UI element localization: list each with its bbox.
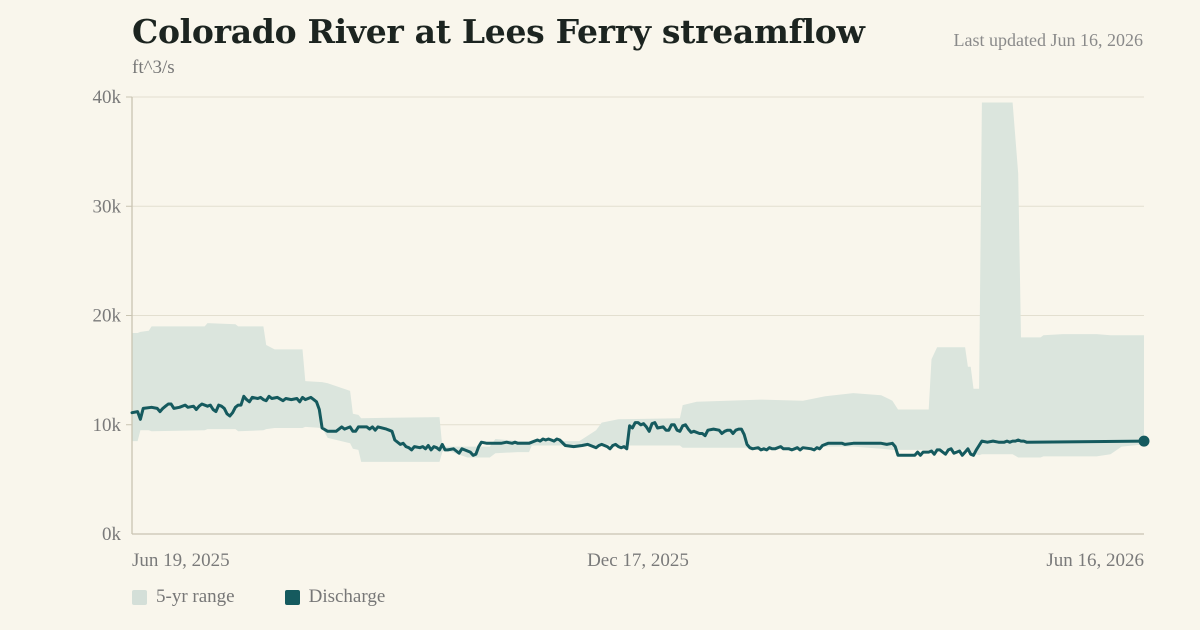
y-tick-label: 20k: [93, 306, 122, 327]
legend: 5-yr range Discharge: [132, 586, 385, 608]
five-year-range-band: [132, 102, 1144, 462]
legend-item-range: 5-yr range: [132, 586, 235, 608]
y-tick-label: 30k: [93, 196, 122, 217]
y-tick-labels: 0k 10k 20k 30k 40k: [93, 87, 122, 545]
x-tick-label: Jun 16, 2026: [1046, 550, 1144, 571]
discharge-latest-point: [1138, 435, 1150, 447]
x-tick-label: Jun 19, 2025: [132, 550, 230, 571]
chart-title: Colorado River at Lees Ferry streamflow: [132, 12, 865, 51]
y-tick-label: 0k: [102, 524, 122, 545]
last-updated: Last updated Jun 16, 2026: [953, 30, 1143, 50]
y-tick-label: 10k: [93, 415, 122, 436]
x-tick-labels: Jun 19, 2025 Dec 17, 2025 Jun 16, 2026: [132, 550, 1144, 571]
discharge-line: [130, 394, 1146, 457]
y-tick-label: 40k: [93, 87, 122, 108]
discharge-swatch: [284, 589, 300, 605]
legend-label-discharge: Discharge: [308, 586, 386, 607]
x-tick-label: Dec 17, 2025: [587, 550, 689, 571]
range-swatch: [132, 589, 147, 605]
unit-label: ft^3/s: [132, 57, 175, 78]
legend-label-range: 5-yr range: [156, 586, 235, 607]
legend-item-discharge: Discharge: [284, 586, 386, 608]
